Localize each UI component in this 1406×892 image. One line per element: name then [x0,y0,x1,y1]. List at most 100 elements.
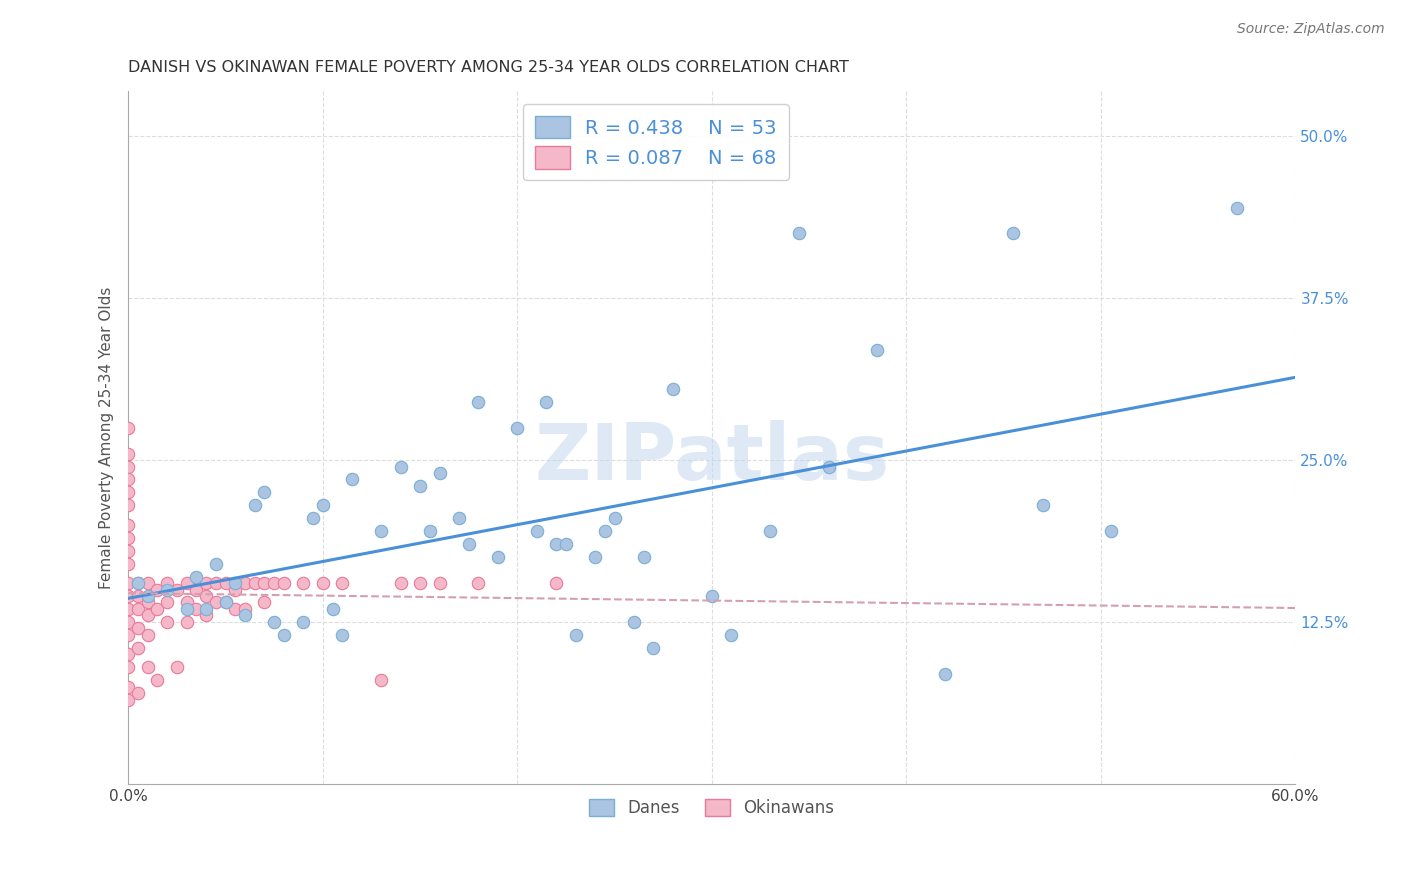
Point [312,576,335,591]
Point [633,550,655,565]
Point [536,394,558,409]
Point [409,576,432,591]
Point [370,524,392,539]
Point [419,524,441,539]
Point [934,666,956,681]
Point [204,557,226,571]
Y-axis label: Female Poverty Among 25-34 Year Olds: Female Poverty Among 25-34 Year Olds [100,286,114,589]
Point [243,499,266,513]
Point [117,680,139,694]
Point [662,382,685,396]
Point [429,576,451,591]
Point [127,640,149,655]
Point [330,628,353,642]
Point [224,602,246,616]
Point [127,621,149,635]
Point [117,459,139,474]
Point [117,499,139,513]
Point [340,473,363,487]
Point [643,640,665,655]
Point [117,576,139,591]
Point [467,576,489,591]
Point [117,589,139,603]
Point [1226,201,1249,215]
Point [127,589,149,603]
Point [156,615,179,629]
Point [136,576,159,591]
Point [117,517,139,532]
Point [156,595,179,609]
Point [117,615,139,629]
Point [195,608,218,623]
Point [156,576,179,591]
Point [564,628,586,642]
Point [583,550,606,565]
Point [389,459,412,474]
Point [176,576,198,591]
Point [789,227,811,241]
Point [233,602,256,616]
Text: ZIPatlas: ZIPatlas [534,420,890,496]
Point [224,582,246,597]
Point [146,673,169,688]
Point [186,569,208,583]
Point [321,602,343,616]
Point [146,602,169,616]
Point [117,647,139,661]
Point [127,576,149,591]
Point [166,660,188,674]
Point [176,595,198,609]
Legend: Danes, Okinawans: Danes, Okinawans [582,792,841,824]
Point [526,524,548,539]
Point [214,595,236,609]
Point [176,602,198,616]
Point [224,576,246,591]
Point [117,557,139,571]
Point [136,628,159,642]
Point [156,582,179,597]
Point [593,524,616,539]
Point [273,576,295,591]
Point [1032,499,1054,513]
Point [243,576,266,591]
Point [136,589,159,603]
Point [817,459,839,474]
Point [546,576,568,591]
Point [117,692,139,706]
Point [555,537,578,551]
Point [253,485,276,500]
Point [176,615,198,629]
Text: DANISH VS OKINAWAN FEMALE POVERTY AMONG 25-34 YEAR OLDS CORRELATION CHART: DANISH VS OKINAWAN FEMALE POVERTY AMONG … [128,60,849,75]
Point [292,615,315,629]
Point [166,582,188,597]
Point [117,446,139,460]
Point [195,589,218,603]
Point [546,537,568,551]
Point [117,602,139,616]
Point [273,628,295,642]
Point [866,343,889,357]
Point [370,673,392,688]
Point [263,576,285,591]
Point [253,576,276,591]
Point [603,511,626,525]
Point [506,420,529,434]
Point [389,576,412,591]
Point [117,543,139,558]
Point [117,485,139,500]
Point [623,615,645,629]
Point [136,660,159,674]
Point [127,602,149,616]
Point [467,394,489,409]
Point [204,576,226,591]
Point [312,499,335,513]
Point [117,420,139,434]
Point [117,473,139,487]
Point [127,686,149,700]
Point [720,628,742,642]
Point [263,615,285,629]
Point [136,595,159,609]
Point [253,595,276,609]
Point [457,537,479,551]
Point [447,511,470,525]
